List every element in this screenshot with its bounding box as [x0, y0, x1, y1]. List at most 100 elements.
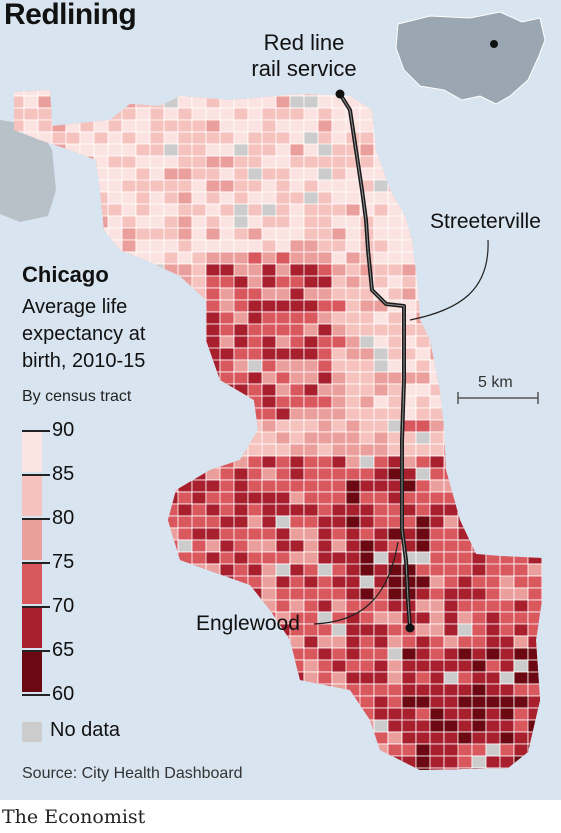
tract — [177, 539, 193, 553]
tract — [177, 731, 193, 745]
tract — [345, 755, 361, 769]
tract — [401, 215, 431, 229]
tract — [443, 419, 459, 433]
tract — [527, 371, 542, 385]
tract — [401, 90, 431, 109]
tract — [51, 143, 67, 157]
tract — [387, 719, 403, 733]
tract — [149, 743, 179, 757]
tract — [457, 623, 473, 637]
tract — [205, 311, 221, 325]
tract — [387, 167, 403, 181]
us-inset-map — [395, 11, 546, 105]
tract — [429, 491, 445, 505]
tract — [485, 323, 501, 349]
tract — [107, 407, 123, 421]
tract — [289, 707, 305, 721]
tract — [513, 239, 529, 253]
tract — [289, 227, 305, 241]
tract — [429, 95, 445, 109]
tract — [219, 551, 235, 565]
tract — [205, 431, 235, 445]
tract — [429, 251, 459, 265]
tract — [541, 95, 542, 109]
tract — [471, 323, 487, 337]
tract — [499, 575, 515, 589]
tract — [513, 419, 529, 433]
tract — [163, 90, 193, 97]
tract — [345, 311, 361, 325]
tract — [401, 155, 417, 169]
tract — [65, 95, 81, 109]
tract — [191, 503, 207, 517]
tract — [79, 119, 95, 133]
tract — [541, 551, 542, 565]
tract — [14, 227, 25, 241]
tract — [233, 575, 249, 589]
tract — [513, 119, 542, 133]
tract — [373, 215, 389, 229]
tract — [233, 407, 249, 421]
tract — [485, 611, 501, 625]
tract — [331, 743, 347, 757]
tract — [191, 203, 207, 217]
tract — [191, 587, 207, 601]
tract — [527, 299, 542, 313]
tract — [289, 407, 305, 421]
tract — [65, 143, 81, 169]
tract — [289, 515, 305, 529]
tract — [527, 431, 542, 445]
tract — [373, 131, 403, 145]
tract — [317, 755, 333, 769]
tract — [387, 107, 403, 121]
englewood-leader — [313, 541, 399, 625]
tract — [205, 647, 221, 661]
tract — [205, 671, 235, 685]
tract — [499, 239, 515, 253]
tract — [471, 515, 487, 529]
tract — [331, 431, 347, 445]
tract — [485, 743, 501, 757]
tract — [331, 167, 347, 181]
tract — [289, 575, 305, 589]
tract — [177, 575, 193, 589]
tract — [191, 119, 207, 133]
tract — [443, 191, 473, 205]
tract — [233, 155, 249, 169]
tract — [527, 683, 542, 697]
tract — [373, 755, 389, 769]
tract — [317, 95, 333, 109]
tract — [541, 239, 542, 253]
tract — [261, 743, 277, 769]
tract — [275, 551, 291, 565]
tract — [191, 695, 207, 709]
tract — [219, 527, 235, 541]
tract — [429, 383, 445, 397]
tract — [303, 455, 319, 469]
tract — [317, 731, 333, 745]
tract — [191, 239, 207, 253]
tract — [331, 707, 361, 721]
tract — [289, 443, 305, 457]
tract — [527, 623, 542, 637]
tract — [457, 467, 473, 481]
tract — [471, 647, 487, 661]
tract — [205, 239, 221, 253]
tract — [219, 119, 235, 133]
tract — [23, 95, 39, 109]
tract — [247, 335, 263, 349]
tract — [415, 431, 431, 445]
tract — [233, 671, 249, 697]
tract — [457, 311, 487, 325]
tract — [345, 659, 361, 673]
streeterville-label: Streeterville — [430, 210, 541, 233]
tract — [387, 419, 403, 433]
tract — [541, 119, 542, 145]
tract — [65, 203, 81, 217]
tract — [527, 107, 542, 133]
tract — [471, 167, 487, 181]
tract — [177, 611, 193, 625]
tract — [51, 107, 81, 121]
tract — [261, 131, 277, 145]
tract — [205, 539, 221, 553]
